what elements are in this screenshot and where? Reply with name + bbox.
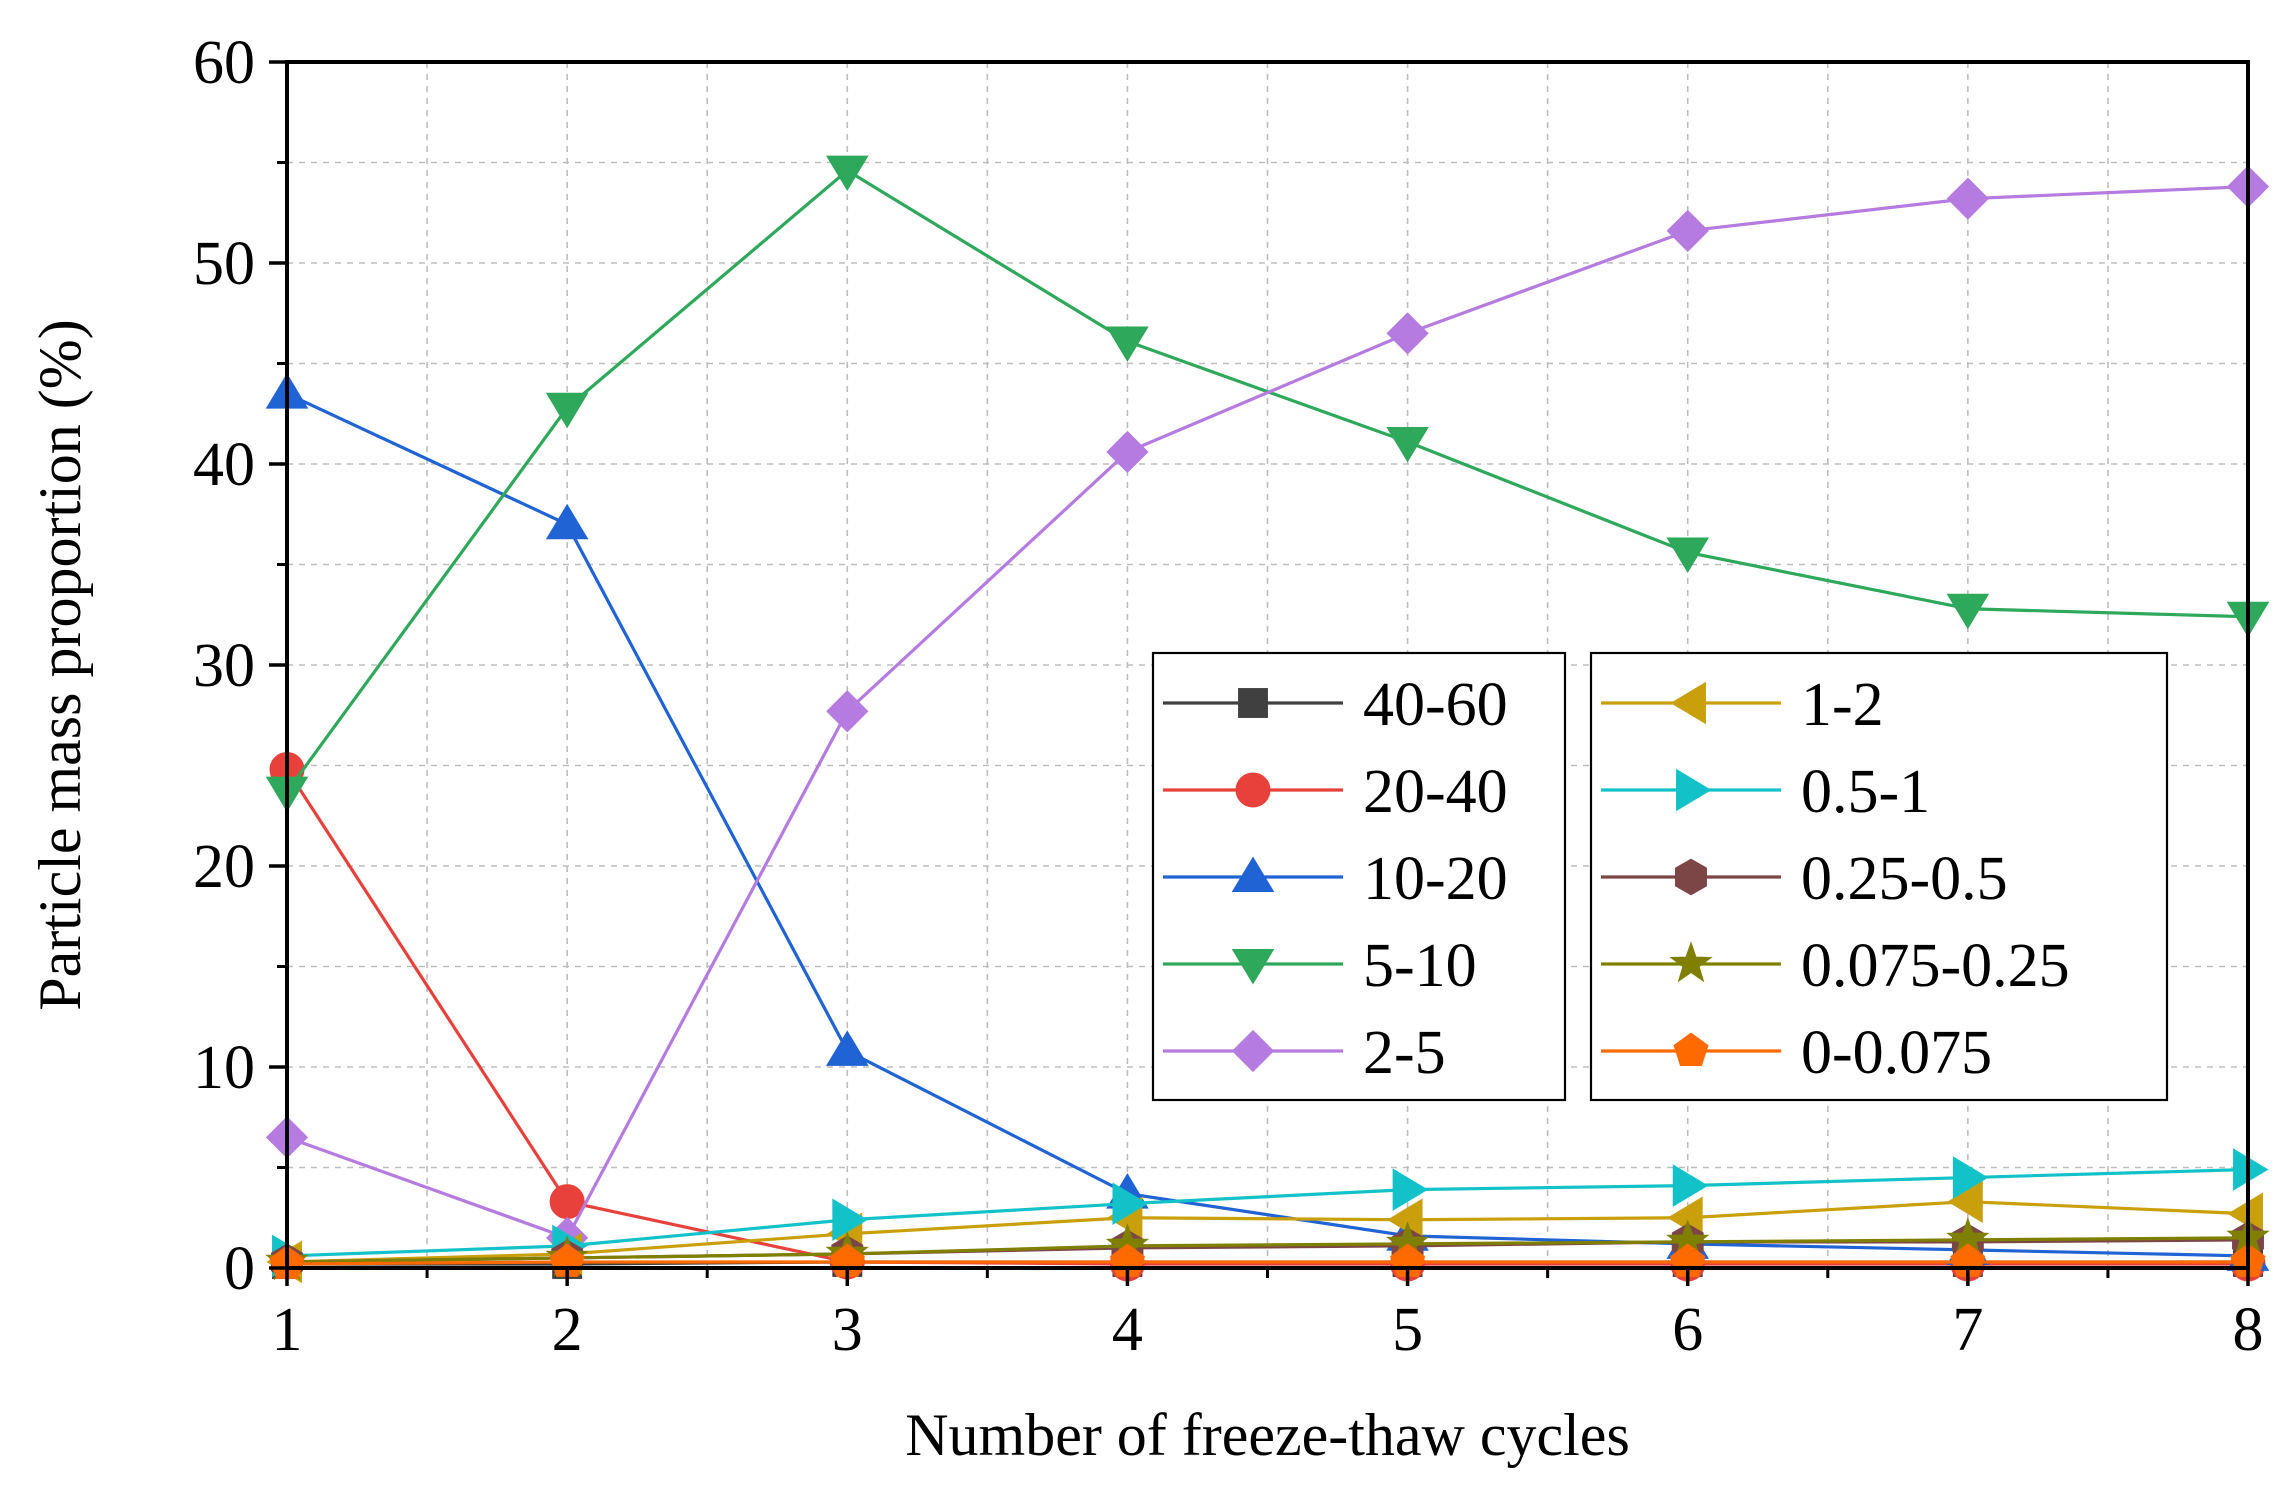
series-line — [286, 392, 2249, 1258]
series-line — [286, 1200, 2249, 1264]
legend-item: 2-5 — [1163, 1019, 1446, 1087]
data-point — [1386, 426, 1429, 463]
y-tick-label: 0 — [224, 1235, 255, 1303]
legend-marker — [1675, 858, 1707, 896]
data-point — [1947, 1180, 1983, 1223]
data-point — [832, 1198, 868, 1242]
legend-label: 10-20 — [1363, 845, 1508, 913]
series-line — [286, 1236, 2249, 1264]
x-tick-label: 7 — [1952, 1296, 1983, 1364]
legend-label: 20-40 — [1363, 758, 1508, 826]
data-point — [1946, 593, 1990, 630]
y-tick-label: 10 — [193, 1034, 255, 1102]
data-point — [1386, 312, 1429, 355]
data-point — [545, 392, 589, 429]
y-axis-title: Particle mass proportion (%) — [27, 319, 93, 1011]
data-point — [826, 1030, 869, 1066]
legend-marker — [1238, 688, 1268, 718]
series-layer — [265, 155, 2270, 1284]
y-tick-label: 50 — [193, 230, 255, 298]
legend-item: 1-2 — [1601, 671, 1884, 739]
data-point — [1106, 326, 1149, 362]
y-tick-label: 30 — [193, 632, 255, 700]
data-point — [826, 155, 869, 192]
data-point — [1952, 1156, 1989, 1199]
series-line — [286, 1167, 2249, 1258]
x-tick-label: 1 — [272, 1296, 303, 1364]
legend-label: 0.075-0.25 — [1801, 932, 2070, 1000]
series-line — [286, 185, 2249, 1240]
y-tick-label: 20 — [193, 833, 255, 901]
y-tick-label: 40 — [193, 431, 255, 499]
legend-item: 10-20 — [1163, 845, 1508, 913]
data-point — [1946, 177, 1989, 220]
y-tick-labels: 0 10 20 30 40 50 60 — [193, 29, 255, 1303]
data-point — [1666, 209, 1709, 252]
legend: 40-60 20-40 10-20 5-10 2-5 1-2 0.5-1 0.25-0.5 0.… — [1151, 651, 2169, 1102]
legend-marker — [1235, 772, 1271, 808]
x-tick-label: 2 — [552, 1296, 583, 1364]
data-point — [545, 503, 589, 540]
legend-label: 40-60 — [1363, 671, 1508, 739]
legend-item: 0.25-0.5 — [1601, 845, 2008, 913]
legend-marker — [1670, 681, 1706, 725]
x-tick-label: 8 — [2233, 1296, 2264, 1364]
legend-label: 0.5-1 — [1801, 758, 1930, 826]
legend-marker — [1669, 941, 1713, 983]
data-point — [1106, 430, 1149, 474]
legend-item: 0-0.075 — [1601, 1019, 1992, 1087]
legend-item: 20-40 — [1163, 758, 1508, 826]
x-axis-title: Number of freeze-thaw cycles — [905, 1402, 1630, 1468]
data-point — [1666, 537, 1709, 573]
x-tick-labels: 1 2 3 4 5 6 7 8 — [272, 1296, 2264, 1364]
series-line — [286, 1260, 2248, 1266]
legend-marker — [1231, 1029, 1275, 1073]
legend-label: 1-2 — [1801, 671, 1884, 739]
legend-marker — [1673, 1032, 1709, 1066]
legend-item: 5-10 — [1163, 932, 1477, 1000]
legend-label: 5-10 — [1363, 932, 1477, 1000]
legend-label: 0-0.075 — [1801, 1019, 1992, 1087]
legend-label: 2-5 — [1363, 1019, 1446, 1087]
x-tick-label: 5 — [1392, 1296, 1423, 1364]
major-ticks — [269, 60, 2250, 1286]
legend-label: 0.25-0.5 — [1801, 845, 2008, 913]
legend-marker — [1676, 768, 1712, 812]
data-point — [826, 690, 869, 733]
x-tick-label: 4 — [1112, 1296, 1143, 1364]
data-point — [1392, 1168, 1429, 1211]
legend-item: 0.5-1 — [1601, 758, 1930, 826]
data-point — [1112, 1182, 1148, 1225]
series-0.5-1 — [272, 1148, 2269, 1278]
series-line — [285, 768, 2248, 1266]
legend-marker — [1231, 949, 1275, 985]
legend-item: 0.075-0.25 — [1601, 932, 2070, 1000]
x-tick-label: 6 — [1672, 1296, 1703, 1364]
data-point — [2233, 1148, 2269, 1191]
legend-item: 40-60 — [1163, 671, 1508, 739]
x-tick-label: 3 — [832, 1296, 863, 1364]
legend-marker — [1231, 856, 1275, 892]
data-point — [1672, 1164, 1709, 1207]
y-tick-label: 60 — [193, 29, 255, 97]
